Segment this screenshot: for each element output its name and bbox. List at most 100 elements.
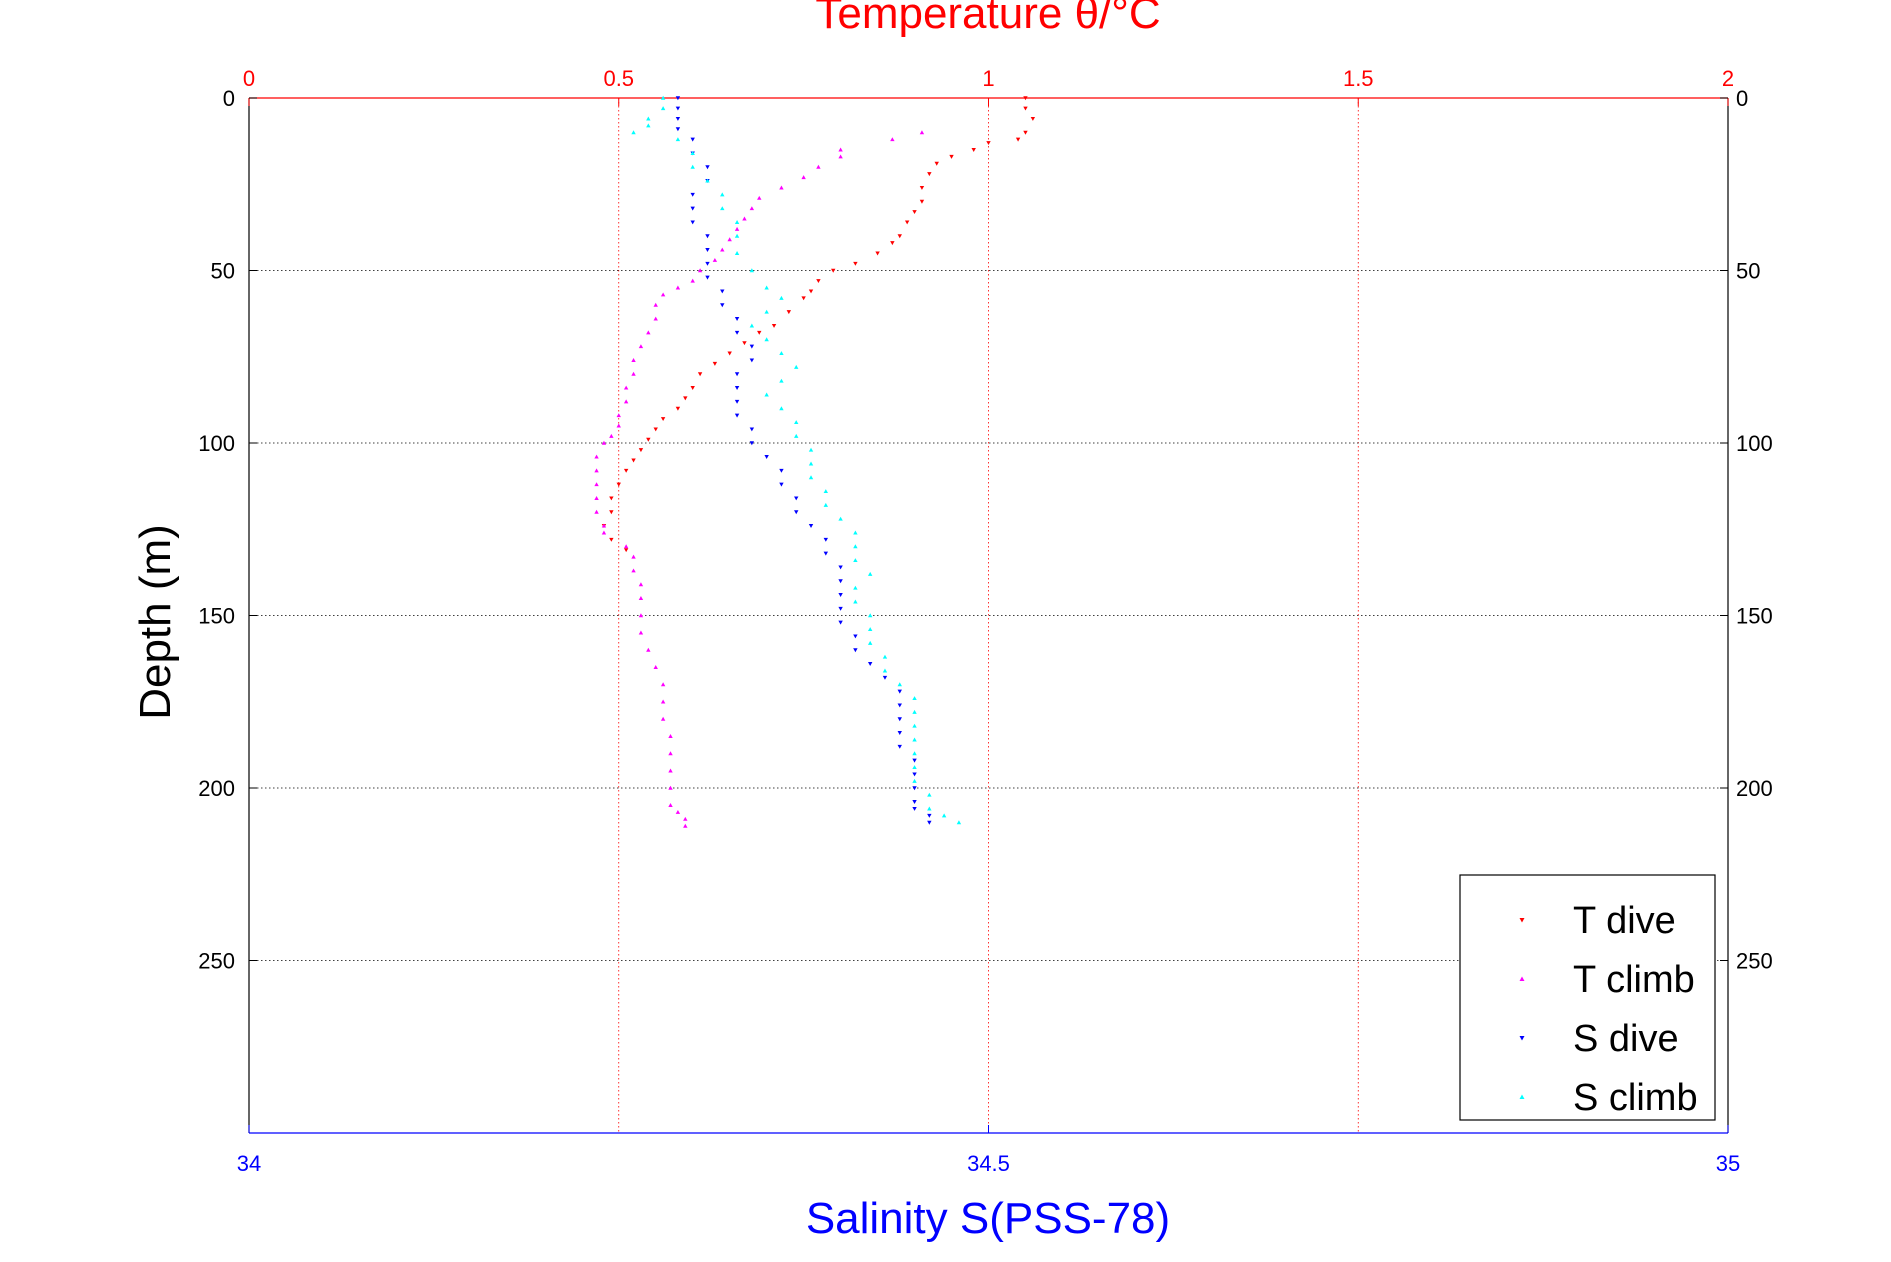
data-point <box>646 437 651 442</box>
data-point <box>794 433 799 438</box>
data-point <box>882 668 888 673</box>
data-point <box>890 241 895 246</box>
data-point <box>912 758 917 763</box>
data-point <box>838 565 843 570</box>
data-point <box>705 261 710 266</box>
data-point <box>712 361 718 366</box>
data-point <box>660 682 666 687</box>
data-point <box>801 175 806 180</box>
data-point <box>897 234 902 239</box>
data-point <box>927 813 932 818</box>
data-point <box>949 154 954 159</box>
data-point <box>823 502 829 507</box>
data-point <box>683 816 688 821</box>
data-point <box>623 399 629 404</box>
data-point <box>660 106 666 111</box>
data-point <box>734 220 740 224</box>
legend-label: S dive <box>1573 1018 1679 1060</box>
data-point <box>675 127 681 132</box>
data-point <box>601 530 607 535</box>
y-axis-title: Depth (m) <box>131 524 180 720</box>
bottom-tick-label: 34 <box>237 1151 261 1176</box>
data-point <box>734 372 740 377</box>
data-point <box>838 606 843 611</box>
data-point <box>638 613 644 618</box>
data-point <box>720 206 725 211</box>
data-point <box>734 386 740 390</box>
data-point <box>919 130 925 135</box>
data-point <box>646 123 651 128</box>
data-point <box>912 696 917 701</box>
data-point <box>867 613 873 618</box>
data-point <box>838 593 843 597</box>
data-point <box>675 137 681 142</box>
data-point <box>808 447 814 452</box>
data-point <box>757 195 762 200</box>
data-point <box>668 751 673 756</box>
data-point <box>853 558 858 563</box>
legend-marker <box>1519 1036 1525 1041</box>
bottom-tick-label: 35 <box>1716 1151 1740 1176</box>
data-point <box>616 423 621 428</box>
data-point <box>734 413 740 418</box>
data-point <box>779 406 784 411</box>
data-point <box>882 675 888 680</box>
data-point <box>683 396 688 401</box>
data-point <box>927 792 932 797</box>
data-point <box>823 551 829 556</box>
data-point <box>668 734 673 739</box>
data-point <box>734 330 740 335</box>
data-point <box>742 216 747 221</box>
data-point <box>690 220 695 225</box>
data-point <box>897 744 902 749</box>
data-point <box>919 199 925 204</box>
data-point <box>808 475 814 480</box>
top-axis-title: Temperature θ/°C <box>815 0 1160 38</box>
data-point <box>853 599 858 604</box>
y-tick-label-right: 0 <box>1736 86 1748 111</box>
data-point <box>816 279 821 284</box>
data-point <box>912 723 917 728</box>
data-point <box>779 482 784 487</box>
data-point <box>594 468 599 473</box>
data-point <box>705 165 710 170</box>
data-point <box>690 151 695 155</box>
data-point <box>720 289 725 294</box>
data-point <box>912 786 917 791</box>
data-point <box>757 330 762 335</box>
data-point <box>919 185 925 190</box>
data-point <box>646 116 651 121</box>
data-point <box>764 285 769 290</box>
series-t-climb <box>594 130 925 828</box>
data-point <box>734 251 740 256</box>
data-point <box>794 420 799 425</box>
data-point <box>631 358 636 362</box>
data-point <box>609 510 614 515</box>
data-point <box>705 234 710 239</box>
data-point <box>690 206 695 211</box>
top-tick-label: 0 <box>243 66 255 91</box>
data-point <box>638 630 644 635</box>
data-point <box>779 351 784 356</box>
top-tick-label: 1 <box>982 66 994 91</box>
data-point <box>690 386 695 390</box>
data-point <box>609 496 614 501</box>
data-point <box>853 634 858 639</box>
data-point <box>808 289 814 294</box>
data-point <box>631 554 636 559</box>
data-point <box>912 778 917 783</box>
data-point <box>779 185 784 190</box>
data-point <box>816 164 821 169</box>
legend-marker <box>1519 918 1525 923</box>
data-point <box>631 458 636 463</box>
data-point <box>646 647 651 652</box>
data-point <box>904 220 910 225</box>
data-point <box>867 571 873 576</box>
series-s-climb <box>631 95 962 825</box>
data-point <box>912 772 917 777</box>
data-point <box>875 251 880 256</box>
data-point <box>601 523 607 528</box>
data-point <box>912 210 917 215</box>
